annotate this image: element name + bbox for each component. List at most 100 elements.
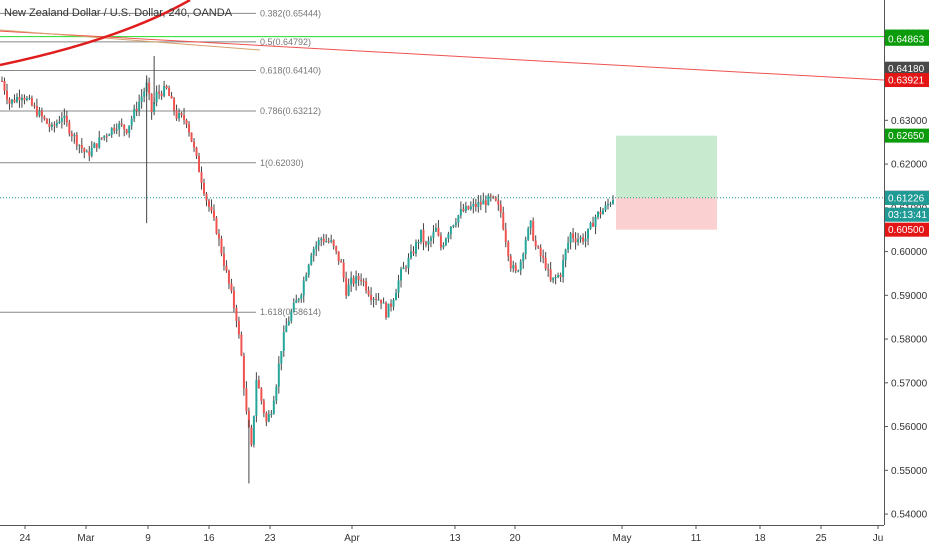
candle-body bbox=[5, 90, 8, 100]
candle-body bbox=[193, 141, 196, 148]
candle-body bbox=[170, 95, 173, 99]
candle-body bbox=[78, 144, 81, 146]
candle-body bbox=[544, 257, 547, 269]
candle-body bbox=[554, 277, 557, 279]
candle-body bbox=[487, 195, 490, 206]
candle-body bbox=[582, 237, 585, 242]
candle-body bbox=[424, 242, 427, 245]
candle-body bbox=[183, 114, 186, 121]
candle-body bbox=[33, 105, 36, 107]
candle-body bbox=[207, 200, 210, 207]
candle-body bbox=[198, 155, 201, 173]
price-tick-label: 0.56000 bbox=[891, 422, 928, 433]
candle-body bbox=[73, 134, 76, 137]
candle-body bbox=[579, 237, 582, 240]
candle-body bbox=[28, 98, 31, 100]
candle-body bbox=[512, 265, 515, 269]
candle-body bbox=[612, 200, 614, 204]
trendline-orange[interactable] bbox=[0, 29, 261, 51]
time-tick-label: 23 bbox=[264, 533, 276, 544]
candle-body bbox=[203, 182, 206, 194]
price-tick-label: 0.62000 bbox=[891, 160, 928, 171]
candle-body bbox=[482, 200, 485, 205]
candle-body bbox=[58, 121, 61, 123]
candle-body bbox=[365, 281, 368, 291]
candle-body bbox=[472, 203, 475, 207]
candle-body bbox=[499, 204, 502, 213]
candle-body bbox=[15, 96, 18, 102]
candle-body bbox=[442, 245, 445, 248]
fib-level-label: 0.618(0.64140) bbox=[260, 65, 321, 75]
price-tag bbox=[885, 190, 929, 205]
candle-body bbox=[150, 93, 153, 113]
candle-body bbox=[255, 379, 258, 416]
price-tag bbox=[885, 207, 929, 222]
candle-body bbox=[60, 118, 63, 122]
candle-body bbox=[562, 260, 565, 277]
candle-body bbox=[454, 222, 457, 226]
candle-body bbox=[355, 276, 358, 284]
candle-body bbox=[462, 208, 465, 212]
stop-loss-zone[interactable] bbox=[616, 197, 717, 230]
candle-body bbox=[559, 274, 562, 277]
candle-body bbox=[217, 233, 220, 239]
candle-body bbox=[397, 280, 400, 293]
candle-body bbox=[372, 298, 375, 301]
candle-body bbox=[252, 415, 255, 445]
candle-body bbox=[230, 283, 233, 291]
price-axis-panel[interactable] bbox=[884, 0, 932, 525]
time-tick-label: May bbox=[613, 533, 632, 544]
candle-body bbox=[382, 302, 385, 304]
candle-body bbox=[547, 268, 550, 270]
candle-body bbox=[242, 355, 245, 389]
candle-body bbox=[419, 229, 422, 242]
candle-body bbox=[347, 284, 350, 296]
candle-body bbox=[395, 292, 398, 301]
candle-body bbox=[312, 249, 315, 256]
candle-body bbox=[272, 400, 275, 414]
candle-body bbox=[160, 93, 163, 97]
candle-body bbox=[315, 245, 318, 250]
candle-body bbox=[609, 203, 612, 205]
price-tag bbox=[885, 31, 929, 46]
candle-body bbox=[539, 247, 542, 256]
candle-body bbox=[125, 129, 128, 134]
candle-body bbox=[305, 275, 308, 281]
candle-body bbox=[267, 414, 270, 422]
price-tag-label: 0.64863 bbox=[888, 34, 925, 45]
candle-body bbox=[178, 113, 181, 119]
candle-body bbox=[447, 233, 450, 239]
candle-body bbox=[133, 108, 136, 119]
time-tick-label: 20 bbox=[509, 533, 521, 544]
candle-body bbox=[105, 135, 108, 137]
candle-body bbox=[275, 386, 278, 401]
candle-body bbox=[227, 270, 230, 284]
candle-body bbox=[464, 206, 467, 212]
candle-body bbox=[577, 239, 580, 243]
candle-body bbox=[83, 148, 86, 152]
candle-body bbox=[75, 134, 78, 146]
trendline-red[interactable] bbox=[0, 30, 885, 81]
candle-body bbox=[574, 238, 577, 243]
candle-body bbox=[492, 196, 495, 198]
time-tick-label: 11 bbox=[691, 533, 702, 544]
candle-body bbox=[295, 300, 298, 304]
red-arc-drawing[interactable] bbox=[0, 0, 191, 67]
candle-body bbox=[18, 96, 21, 101]
candle-body bbox=[564, 249, 567, 261]
candle-body bbox=[409, 251, 412, 258]
candle-body bbox=[260, 388, 263, 401]
target-profit-zone[interactable] bbox=[616, 135, 717, 198]
price-tick-label: 0.57000 bbox=[891, 378, 928, 389]
price-tag-label: 0.62650 bbox=[888, 131, 925, 142]
time-tick-label: 16 bbox=[203, 533, 215, 544]
candle-body bbox=[549, 269, 552, 281]
candle-body bbox=[103, 135, 106, 138]
candle-body bbox=[452, 225, 455, 227]
candle-body bbox=[350, 277, 353, 285]
candle-body bbox=[168, 87, 171, 96]
candle-body bbox=[25, 98, 28, 100]
candle-body bbox=[53, 124, 56, 126]
